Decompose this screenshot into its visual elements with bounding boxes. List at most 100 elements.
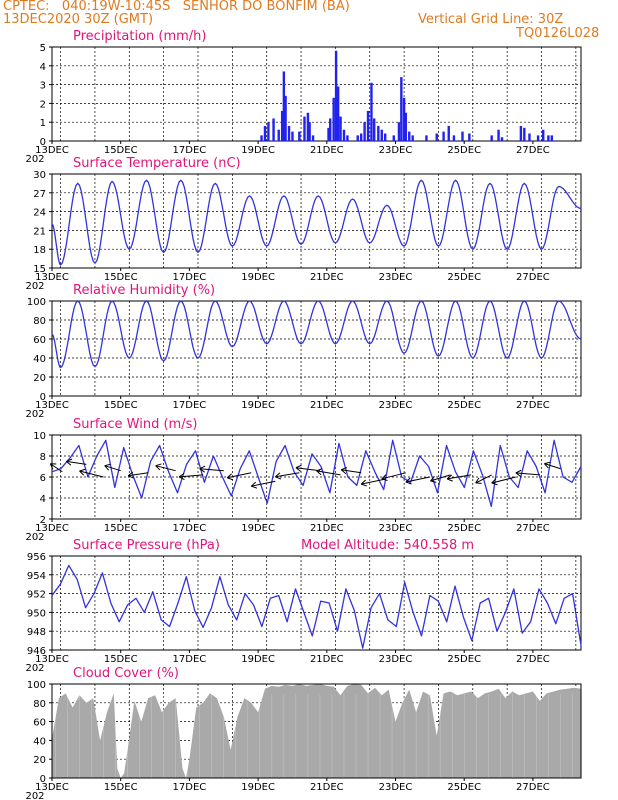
precip-bar [425, 135, 428, 141]
precip-bar [277, 129, 280, 141]
precip-bar [384, 133, 387, 141]
precip-bar [461, 131, 464, 141]
wind-vector-head [295, 464, 302, 472]
x-tick-label: 17DEC [173, 145, 207, 156]
x-tick-label: 23DEC [379, 782, 413, 793]
precip-bar [329, 118, 332, 141]
header-grid-line: Vertical Grid Line: 30Z [418, 12, 564, 27]
precip-bar [468, 133, 471, 141]
y-tick-label: 8 [40, 452, 46, 463]
wind-vector-head [104, 463, 111, 471]
precip-bar [359, 133, 363, 141]
x-tick-label: 13DEC [35, 523, 69, 534]
precip-bar [366, 110, 370, 141]
precip-bar [392, 135, 395, 141]
x-year-label: 202 [25, 409, 44, 420]
wind-vector [199, 468, 224, 472]
y-tick-label: 952 [27, 590, 46, 601]
x-tick-label: 19DEC [241, 145, 275, 156]
precip-bar [339, 116, 342, 141]
y-tick-label: 30 [33, 170, 46, 181]
wind-vector-head [515, 469, 522, 477]
x-tick-label: 13DEC [35, 145, 69, 156]
x-tick-label: 15DEC [104, 782, 138, 793]
x-tick-label: 25DEC [447, 272, 481, 283]
wind-vector [227, 472, 252, 479]
precip-bar [542, 129, 545, 141]
precip-bar [336, 86, 340, 141]
panel-1 [49, 46, 582, 144]
x-tick-label: 25DEC [447, 523, 481, 534]
y-tick-label: 2 [40, 515, 46, 526]
wind-vector-head [316, 468, 323, 476]
y-tick-label: 60 [33, 335, 46, 346]
x-tick-label: 21DEC [310, 782, 344, 793]
wind-vector [79, 470, 104, 478]
x-tick-label: 19DEC [241, 523, 275, 534]
precip-bar [411, 135, 414, 141]
series-line [51, 439, 582, 508]
precip-bar [334, 50, 338, 142]
x-tick-label: 13DEC [35, 272, 69, 283]
y-tick-label: 950 [27, 608, 46, 619]
x-tick-label: 23DEC [379, 654, 413, 665]
wind-vector [179, 474, 204, 478]
x-tick-label: 25DEC [447, 145, 481, 156]
x-tick-label: 19DEC [241, 782, 275, 793]
x-year-label: 202 [25, 663, 44, 674]
precip-bar [408, 131, 411, 141]
wind-vector [430, 474, 451, 482]
wind-vector-head [405, 477, 412, 485]
header-model-code: TQ0126L028 [516, 26, 600, 41]
wind-vector [128, 472, 149, 477]
panel-3 [49, 300, 582, 399]
x-tick-label: 17DEC [173, 782, 207, 793]
precip-bar [291, 131, 294, 141]
plot-frame-top [51, 683, 582, 779]
x-tick-label: 13DEC [35, 654, 69, 665]
precip-bar [373, 118, 376, 141]
y-tick-label: 4 [40, 494, 46, 505]
wind-vector [251, 480, 276, 487]
plot-frame [51, 555, 582, 651]
precip-bar [380, 129, 383, 141]
precip-bar [346, 135, 349, 141]
precip-bar [303, 116, 306, 141]
precip-bar [306, 112, 310, 141]
plot-frame [51, 46, 582, 142]
y-tick-label: 27 [33, 189, 46, 200]
x-tick-label: 27DEC [516, 523, 550, 534]
panel-4 [49, 434, 582, 522]
x-tick-label: 21DEC [310, 145, 344, 156]
precip-bar [500, 137, 504, 141]
plot-frame [51, 173, 582, 269]
y-tick-label: 40 [33, 736, 46, 747]
x-tick-label: 17DEC [173, 272, 207, 283]
y-tick-label: 2 [40, 99, 46, 110]
x-tick-label: 17DEC [173, 523, 207, 534]
wind-vector [515, 472, 540, 476]
y-tick-label: 80 [33, 316, 46, 327]
panel-2 [49, 173, 582, 271]
precip-bar [311, 135, 315, 141]
x-tick-label: 13DEC [35, 400, 69, 411]
y-tick-label: 24 [33, 208, 46, 219]
header-station: CPTEC: 040:19W-10:45S SENHOR DO BONFIM (… [3, 0, 350, 14]
wind-vector [446, 474, 472, 480]
panel-title: Cloud Cover (%) [73, 666, 179, 681]
y-tick-label: 21 [33, 226, 46, 237]
wind-vector [341, 469, 362, 474]
y-tick-label: 18 [33, 245, 46, 256]
x-tick-label: 23DEC [379, 400, 413, 411]
precip-bar [267, 122, 270, 141]
x-tick-label: 19DEC [241, 400, 275, 411]
precip-bar [327, 127, 330, 141]
x-tick-label: 21DEC [310, 272, 344, 283]
wind-vector-head [360, 479, 368, 487]
precip-bar [370, 82, 373, 141]
precip-bar [447, 125, 450, 141]
x-tick-label: 23DEC [379, 272, 413, 283]
x-tick-label: 27DEC [516, 782, 550, 793]
wind-vector-head [491, 478, 498, 486]
